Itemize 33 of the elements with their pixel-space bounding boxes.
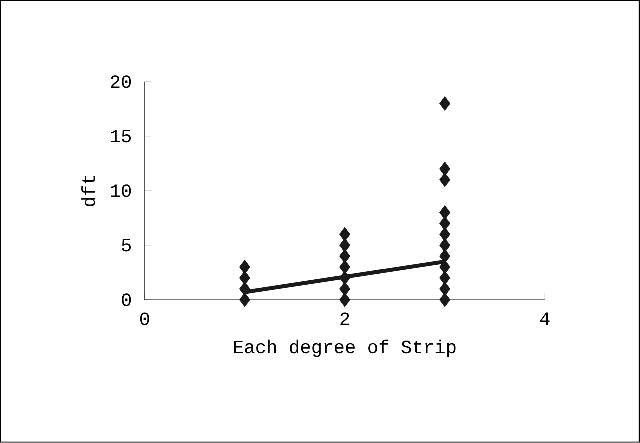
point	[340, 292, 350, 308]
y-tick-label: 5	[122, 239, 132, 252]
point	[440, 282, 451, 296]
point	[440, 216, 451, 231]
x-axis-title: Each degree of Strip	[234, 340, 456, 358]
y-tick-label: 15	[111, 130, 132, 143]
x-tick-label: 2	[340, 312, 350, 326]
point	[340, 260, 350, 275]
point	[240, 260, 250, 275]
point	[340, 271, 350, 286]
point	[440, 271, 451, 286]
point	[240, 271, 250, 286]
point	[440, 260, 451, 275]
point	[340, 282, 350, 296]
point	[340, 227, 350, 242]
x-tick-label: 0	[140, 312, 150, 326]
point	[440, 227, 451, 242]
point	[440, 96, 451, 111]
point	[440, 172, 451, 188]
y-tick-label: 0	[122, 294, 132, 306]
point	[440, 162, 451, 176]
y-tick-label: 10	[111, 184, 132, 198]
x-tick-label: 4	[540, 312, 550, 326]
y-axis-title: dft	[82, 176, 96, 207]
point	[440, 292, 451, 308]
point	[340, 238, 350, 253]
y-tick-label: 20	[111, 76, 132, 88]
point	[440, 206, 451, 220]
point	[240, 292, 250, 308]
point	[440, 238, 451, 253]
point	[340, 249, 350, 264]
point	[240, 282, 250, 296]
point	[440, 249, 451, 264]
